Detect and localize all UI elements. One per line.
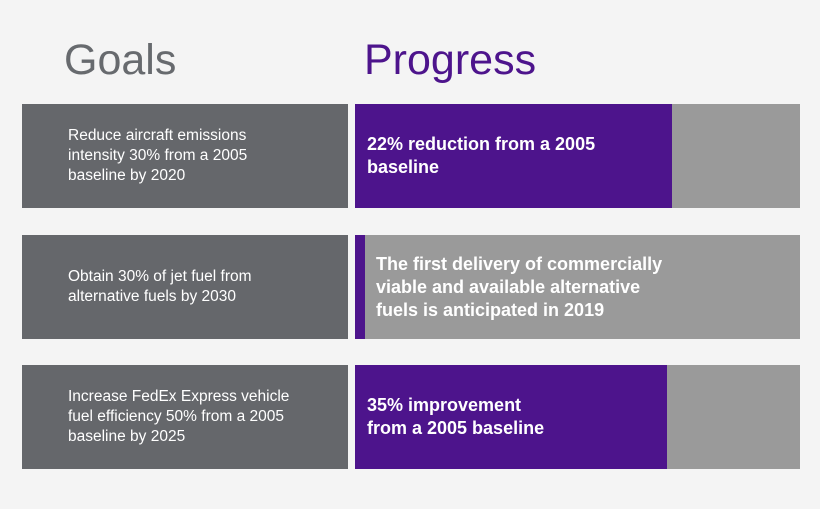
- goal-row: Increase FedEx Express vehicle fuel effi…: [22, 365, 800, 469]
- progress-bar: [355, 104, 672, 208]
- progress-heading: Progress: [364, 36, 537, 84]
- progress-track: The first delivery of commercially viabl…: [355, 235, 800, 339]
- goal-label: Reduce aircraft emissions intensity 30% …: [68, 127, 248, 184]
- goal-row: Obtain 30% of jet fuel from alternative …: [22, 235, 800, 339]
- progress-track: 22% reduction from a 2005 baseline: [355, 104, 800, 208]
- goals-heading: Goals: [64, 36, 177, 84]
- progress-label: 35% improvement from a 2005 baseline: [367, 395, 545, 438]
- goal-label: Obtain 30% of jet fuel from alternative …: [68, 268, 252, 305]
- goal-box: Obtain 30% of jet fuel from alternative …: [22, 235, 348, 339]
- goal-row: Reduce aircraft emissions intensity 30% …: [22, 104, 800, 208]
- progress-label: 22% reduction from a 2005 baseline: [367, 134, 596, 177]
- progress-bar: [355, 365, 667, 469]
- progress-track: 35% improvement from a 2005 baseline: [355, 365, 800, 469]
- goal-box: Reduce aircraft emissions intensity 30% …: [22, 104, 348, 208]
- goal-label: Increase FedEx Express vehicle fuel effi…: [68, 388, 290, 445]
- progress-label: The first delivery of commercially viabl…: [376, 253, 663, 320]
- goal-box: Increase FedEx Express vehicle fuel effi…: [22, 365, 348, 469]
- progress-bar: [355, 235, 365, 339]
